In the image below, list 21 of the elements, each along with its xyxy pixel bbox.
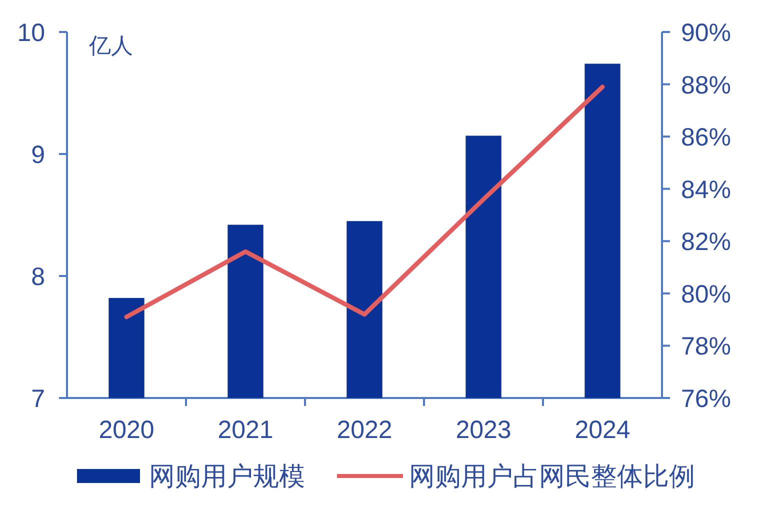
y2-tick-label: 78% (681, 332, 732, 361)
y2-tick-label: 82% (681, 228, 732, 256)
y-tick-label: 9 (31, 141, 45, 169)
y2-tick-label: 84% (681, 176, 732, 204)
x-tick-label: 2021 (218, 416, 274, 444)
x-tick-label: 2020 (98, 416, 154, 444)
y2-tick-label: 90% (681, 19, 732, 47)
x-tick-label: 2024 (574, 416, 630, 444)
y2-tick-label: 88% (681, 71, 732, 100)
y-axis-title: 亿人 (88, 33, 133, 58)
y2-tick-label: 76% (681, 385, 732, 413)
y2-tick-label: 80% (681, 280, 732, 308)
legend-label: 网购用户规模 (149, 461, 305, 491)
legend-label: 网购用户占网民整体比例 (409, 461, 695, 491)
line-series (124, 84, 605, 320)
y-tick-label: 7 (31, 385, 45, 413)
y-tick-label: 10 (17, 19, 45, 47)
x-tick-label: 2022 (336, 416, 392, 444)
y-tick-label: 8 (31, 263, 45, 291)
y2-tick-label: 86% (681, 124, 732, 152)
x-tick-label: 2023 (456, 416, 512, 444)
